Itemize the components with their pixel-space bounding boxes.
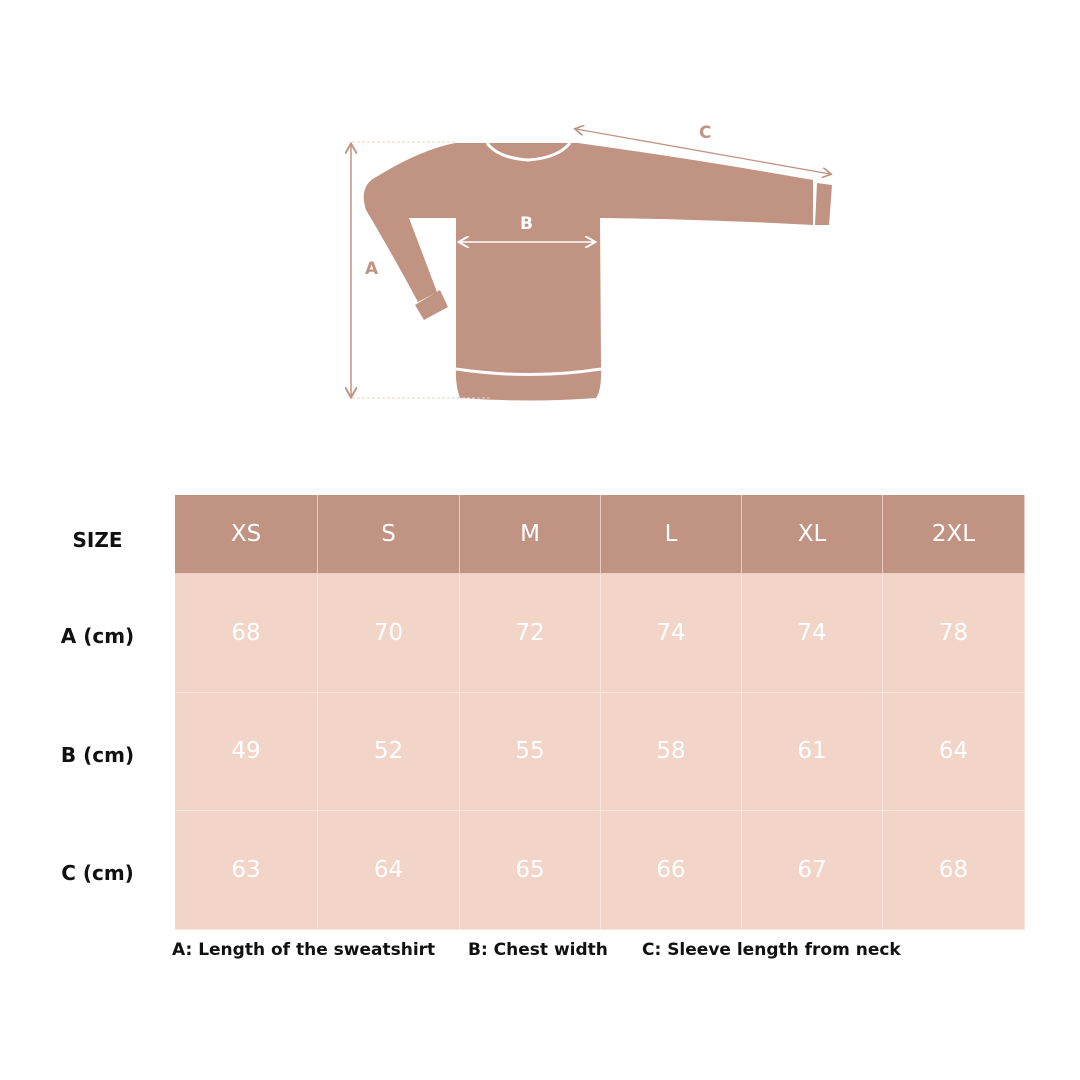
table-cell: 68 (883, 811, 1025, 930)
legend-c: C: Sleeve length from neck (642, 940, 901, 960)
table-cell: 64 (318, 811, 460, 930)
table-cell: 68 (175, 574, 318, 693)
table-cell: 52 (318, 692, 460, 811)
table-cell: 78 (883, 574, 1025, 693)
table-cell: 70 (318, 574, 460, 693)
size-header-cell: M (460, 495, 601, 574)
size-table: XS S M L XL 2XL 68 70 72 74 74 78 49 52 … (175, 495, 1025, 930)
dimension-a-label: A (365, 259, 379, 279)
row-label-a: A (cm) (60, 624, 135, 648)
size-header-row: XS S M L XL 2XL (175, 495, 1025, 574)
size-header-cell: L (601, 495, 742, 574)
table-cell: 72 (460, 574, 601, 693)
table-cell: 67 (742, 811, 883, 930)
size-header-cell: S (318, 495, 460, 574)
table-cell: 74 (601, 574, 742, 693)
dimension-c-label: C (699, 123, 711, 143)
table-cell: 58 (601, 692, 742, 811)
table-cell: 49 (175, 692, 318, 811)
size-header-cell: 2XL (883, 495, 1025, 574)
table-cell: 63 (175, 811, 318, 930)
table-cell: 55 (460, 692, 601, 811)
row-label-b: B (cm) (60, 743, 135, 767)
size-header-cell: XS (175, 495, 318, 574)
dimension-b-label: B (520, 214, 533, 234)
sweatshirt-diagram: A B C (0, 123, 1080, 401)
row-label-c: C (cm) (61, 861, 134, 885)
table-cell: 74 (742, 574, 883, 693)
size-header-cell: XL (742, 495, 883, 574)
sweatshirt-icon (363, 142, 832, 401)
table-cell: 65 (460, 811, 601, 930)
table-cell: 64 (883, 692, 1025, 811)
legend-a: A: Length of the sweatshirt (172, 940, 436, 960)
table-row-b: 49 52 55 58 61 64 (175, 692, 1025, 811)
size-header-label: SIZE (72, 528, 123, 552)
table-row-a: 68 70 72 74 74 78 (175, 574, 1025, 693)
dimension-c-line (576, 129, 830, 174)
table-row-c: 63 64 65 66 67 68 (175, 811, 1025, 930)
legend-b: B: Chest width (468, 940, 608, 960)
table-cell: 61 (742, 692, 883, 811)
table-cell: 66 (601, 811, 742, 930)
